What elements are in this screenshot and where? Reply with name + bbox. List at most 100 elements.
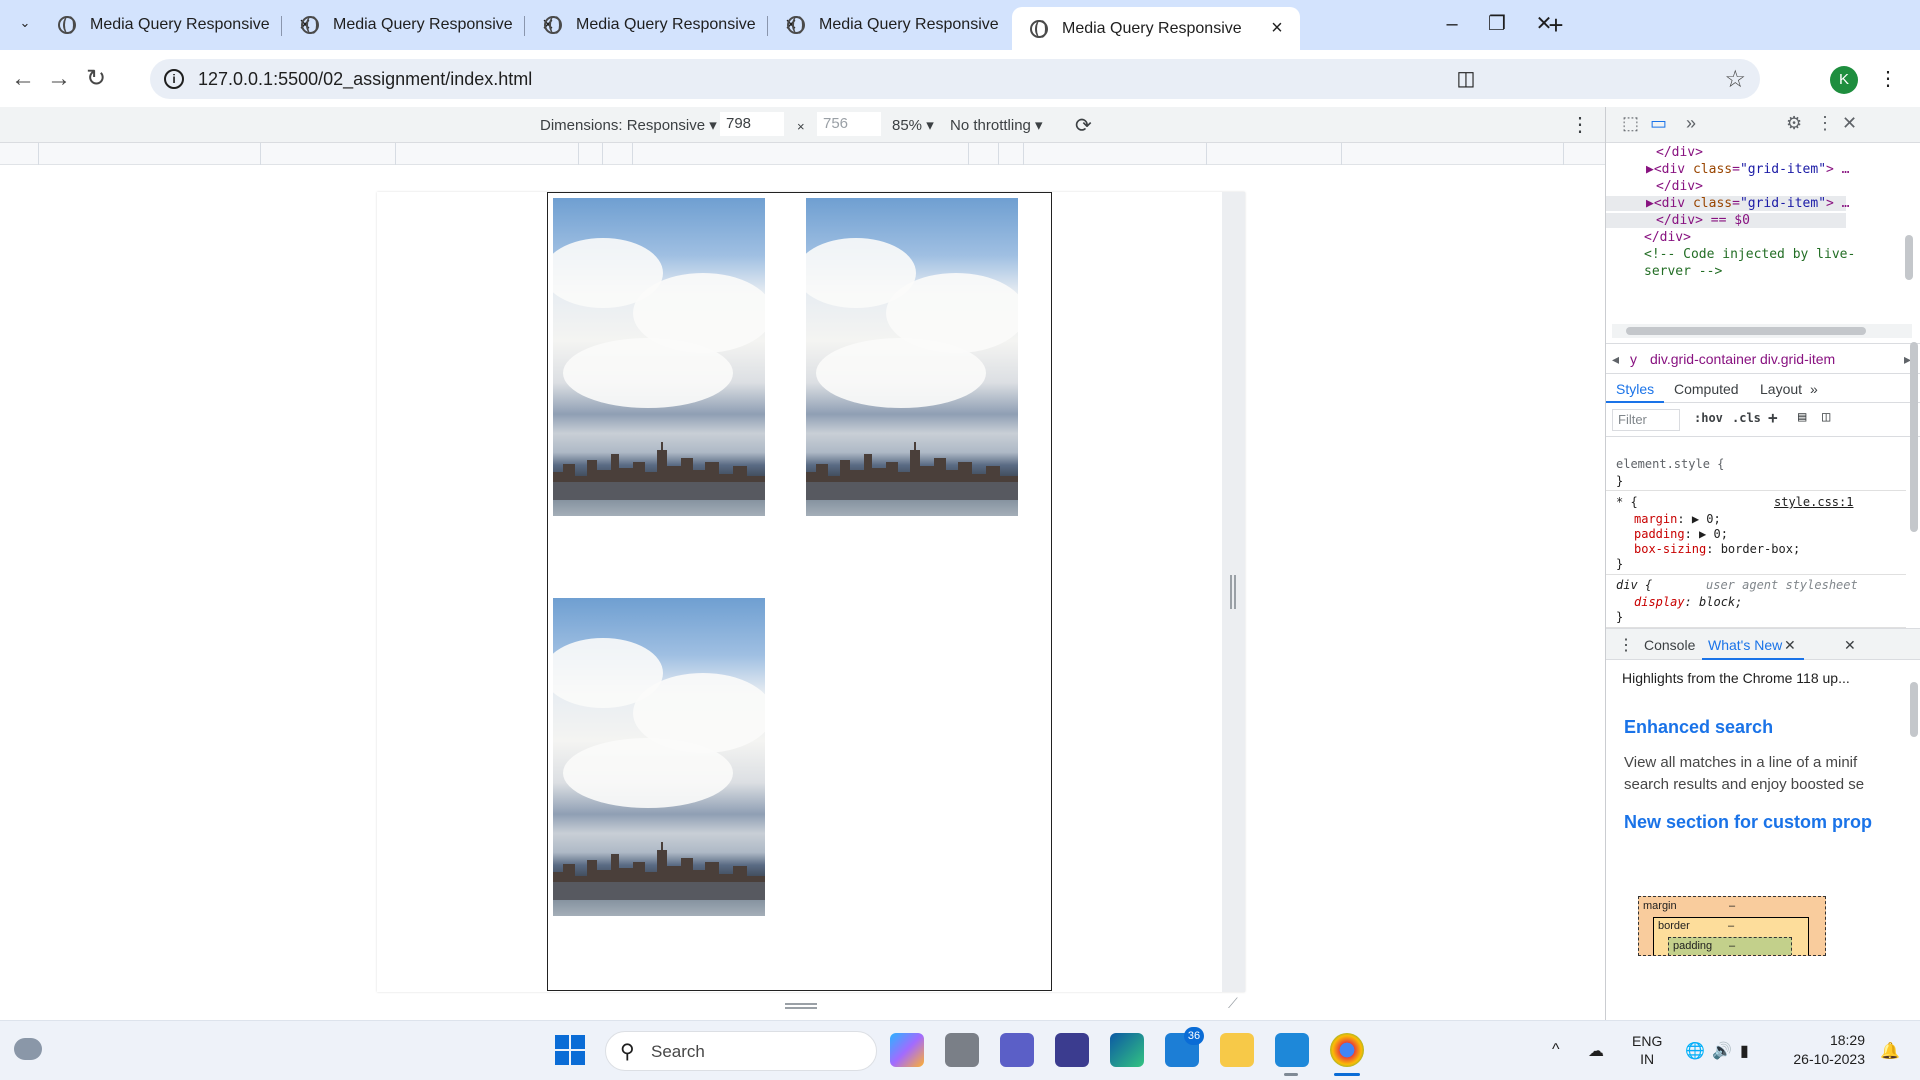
section-title[interactable]: Enhanced search xyxy=(1624,717,1774,737)
tab-layout[interactable]: Layout xyxy=(1760,381,1803,397)
elements-horizontal-scrollbar[interactable] xyxy=(1612,324,1912,338)
ellipsis-icon[interactable]: … xyxy=(1833,162,1850,177)
tab-console[interactable]: Console xyxy=(1644,637,1696,653)
width-input[interactable]: 798 xyxy=(720,112,784,136)
bookmark-star-icon[interactable]: ☆ xyxy=(1724,66,1746,93)
side-panel-icon[interactable]: ◫ xyxy=(1456,68,1476,90)
rule-source-link[interactable]: style.css:1 xyxy=(1774,495,1854,509)
close-icon[interactable]: × xyxy=(1271,17,1283,39)
resize-handle-right[interactable] xyxy=(1230,575,1236,609)
browser-tab[interactable]: Media Query Responsive × xyxy=(769,7,1057,43)
browser-tab-active[interactable]: Media Query Responsive × xyxy=(1012,7,1300,50)
expand-triangle-icon[interactable]: ▶ xyxy=(1646,162,1654,177)
dom-comment-line[interactable]: <!-- Code injected by live- xyxy=(1644,247,1856,262)
language-indicator[interactable]: ENG IN xyxy=(1632,1033,1663,1067)
copilot-icon[interactable] xyxy=(890,1033,924,1067)
zoom-dropdown[interactable]: 85% ▾ xyxy=(892,116,934,134)
breadcrumb-item[interactable]: div.grid-item xyxy=(1760,351,1836,367)
css-declaration[interactable]: padding: ▶ 0; xyxy=(1634,527,1728,541)
reload-icon[interactable]: ↻ xyxy=(85,65,107,92)
show-hidden-icons-chevron[interactable]: ^ xyxy=(1552,1041,1560,1058)
minimize-icon[interactable]: – xyxy=(1446,13,1458,35)
breadcrumb-item[interactable]: y xyxy=(1630,351,1637,367)
taskbar-search-box[interactable]: ⚲ Search xyxy=(605,1031,877,1071)
new-rule-icon[interactable]: + xyxy=(1768,408,1778,427)
close-tab-icon[interactable]: ✕ xyxy=(1784,637,1796,653)
more-tabs-icon[interactable]: » xyxy=(1686,113,1697,133)
battery-icon[interactable]: ▮ xyxy=(1740,1043,1749,1060)
close-devtools-icon[interactable]: ✕ xyxy=(1842,113,1858,133)
address-bar[interactable]: i 127.0.0.1:5500/02_assignment/index.htm… xyxy=(150,59,1760,99)
site-info-icon[interactable]: i xyxy=(164,69,184,89)
viewport-scrollbar[interactable] xyxy=(1222,192,1245,992)
ellipsis-icon[interactable]: … xyxy=(1833,196,1850,211)
chevron-left-icon[interactable]: ◂ xyxy=(1612,351,1620,367)
resize-handle-corner[interactable]: ⟋ xyxy=(1228,995,1238,1011)
chrome-icon[interactable] xyxy=(1330,1033,1364,1067)
box-model-border-value[interactable]: – xyxy=(1728,920,1735,932)
weather-icon[interactable] xyxy=(14,1038,42,1060)
section-title[interactable]: New section for custom prop xyxy=(1624,812,1873,832)
paint-brush-icon[interactable]: ▤ xyxy=(1798,409,1807,425)
media-player-icon[interactable] xyxy=(1055,1033,1089,1067)
breadcrumb-item[interactable]: div.grid-container xyxy=(1650,351,1757,367)
tab-whats-new[interactable]: What's New xyxy=(1708,637,1783,653)
profile-avatar[interactable]: K xyxy=(1830,66,1858,94)
media-query-ruler[interactable] xyxy=(0,143,1605,165)
dom-node-line[interactable]: ▶<div class="grid-item"> … xyxy=(1646,162,1850,177)
styles-scrollbar[interactable] xyxy=(1909,332,1919,632)
rule-selector[interactable]: * { xyxy=(1616,495,1638,509)
expand-triangle-icon[interactable]: ▶ xyxy=(1646,196,1654,211)
task-view-icon[interactable] xyxy=(945,1033,979,1067)
chevron-right-icon[interactable]: ▸ xyxy=(1904,351,1912,367)
onedrive-icon[interactable]: ☁ xyxy=(1588,1043,1604,1060)
tab-search-button[interactable]: ⌄ xyxy=(10,8,40,38)
dom-node-line[interactable]: </div> xyxy=(1644,230,1691,245)
height-input[interactable]: 756 xyxy=(817,112,881,136)
volume-icon[interactable]: 🔊 xyxy=(1712,1043,1732,1060)
vscode-icon[interactable] xyxy=(1275,1033,1309,1067)
maximize-icon[interactable]: ❐ xyxy=(1488,13,1506,35)
back-icon[interactable]: ← xyxy=(11,65,35,92)
whats-new-scrollbar[interactable] xyxy=(1909,672,1919,1017)
url-text[interactable]: 127.0.0.1:5500/02_assignment/index.html xyxy=(198,69,533,89)
more-tabs-icon[interactable]: » xyxy=(1810,381,1818,397)
close-window-icon[interactable]: ✕ xyxy=(1535,13,1553,35)
class-toggle[interactable]: .cls xyxy=(1732,411,1761,425)
dom-node-line-selected[interactable]: </div> == $0 xyxy=(1606,213,1846,228)
system-clock[interactable]: 18:29 26-10-2023 xyxy=(1775,1031,1865,1069)
close-drawer-icon[interactable]: ✕ xyxy=(1844,637,1856,653)
dom-node-line-selected[interactable]: ▶<div class="grid-item"> … xyxy=(1606,196,1850,211)
box-model-padding-value[interactable]: – xyxy=(1729,940,1736,952)
element-style-selector[interactable]: element.style { xyxy=(1616,457,1725,471)
new-tab-button[interactable]: + xyxy=(1548,10,1564,40)
inspect-element-icon[interactable]: ⬚ xyxy=(1622,113,1640,133)
hover-state-toggle[interactable]: :hov xyxy=(1694,411,1723,425)
settings-gear-icon[interactable]: ⚙ xyxy=(1786,113,1803,133)
notifications-bell-icon[interactable]: 🔔 xyxy=(1880,1043,1900,1060)
sidebar-toggle-icon[interactable]: ◫ xyxy=(1822,409,1831,425)
tab-styles[interactable]: Styles xyxy=(1616,381,1655,397)
edge-icon[interactable] xyxy=(1110,1033,1144,1067)
styles-filter-input[interactable]: Filter xyxy=(1612,409,1680,431)
rotate-icon[interactable]: ⟳ xyxy=(1075,115,1092,137)
elements-tree[interactable]: </div> ▶<div class="grid-item"> … </div>… xyxy=(1606,143,1920,323)
dimensions-dropdown[interactable]: Dimensions: Responsive ▾ xyxy=(540,116,717,134)
elements-vertical-scrollbar[interactable] xyxy=(1903,227,1915,307)
css-declaration[interactable]: box-sizing: border-box; xyxy=(1634,542,1801,556)
throttling-dropdown[interactable]: No throttling ▾ xyxy=(950,116,1043,134)
dom-node-line[interactable]: </div> xyxy=(1656,145,1703,160)
more-options-icon[interactable]: ⋮ xyxy=(1570,114,1590,136)
resize-handle-bottom[interactable] xyxy=(785,1003,817,1009)
box-model-margin-value[interactable]: – xyxy=(1729,900,1736,912)
device-toggle-icon[interactable]: ▭ xyxy=(1650,113,1668,133)
tab-computed[interactable]: Computed xyxy=(1674,381,1739,397)
drawer-menu-icon[interactable]: ⋮ xyxy=(1618,637,1634,654)
rule-selector[interactable]: div { xyxy=(1616,578,1653,592)
dom-node-line[interactable]: </div> xyxy=(1656,179,1703,194)
start-button[interactable] xyxy=(555,1035,585,1065)
dom-comment-line[interactable]: server --> xyxy=(1644,264,1723,279)
file-explorer-icon[interactable] xyxy=(1220,1033,1254,1067)
network-icon[interactable]: 🌐 xyxy=(1685,1043,1705,1060)
forward-icon[interactable]: → xyxy=(47,65,71,92)
